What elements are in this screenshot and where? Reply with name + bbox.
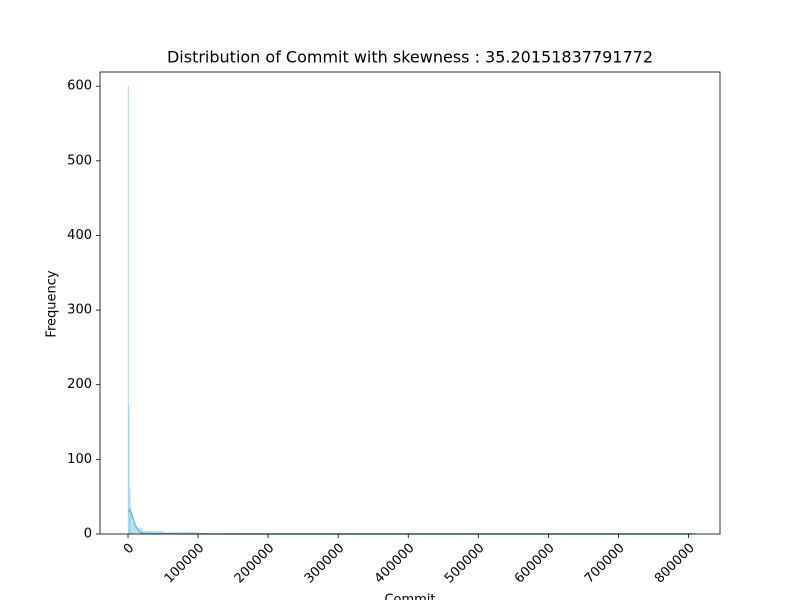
y-axis-label: Frequency (45, 270, 60, 337)
y-tick-label: 300 (67, 303, 92, 318)
y-tick-label: 0 (84, 527, 92, 542)
plot-frame (99, 71, 721, 535)
x-axis-label: Commit (384, 593, 435, 600)
bar (130, 515, 133, 535)
y-tick-label: 400 (67, 228, 92, 243)
chart-title: Distribution of Commit with skewness : 3… (167, 48, 653, 67)
y-tick-label: 200 (67, 377, 92, 392)
y-tick-label: 600 (67, 79, 92, 94)
y-tick-label: 100 (67, 452, 92, 467)
y-tick-label: 500 (67, 153, 92, 168)
